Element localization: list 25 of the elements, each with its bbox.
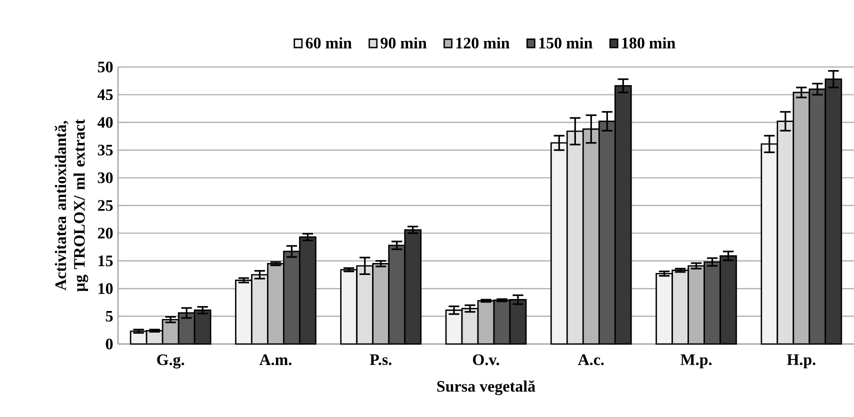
x-tick-label: A.c. xyxy=(578,354,604,366)
y-tick-label: 25 xyxy=(98,200,113,211)
y-tick-label: 40 xyxy=(98,116,113,128)
legend-label: 120 min xyxy=(456,37,510,48)
x-tick-label: A.m. xyxy=(259,354,292,366)
x-tick-label: H.p. xyxy=(787,354,816,368)
legend-label: 180 min xyxy=(622,37,676,48)
y-tick-label: 5 xyxy=(106,310,113,322)
y-tick-label: 50 xyxy=(98,62,113,72)
x-tick-label: O.v. xyxy=(472,354,500,366)
x-tick-label: G.g. xyxy=(157,354,184,369)
y-tick-label: 10 xyxy=(98,283,113,294)
legend-label: 60 min xyxy=(306,37,352,48)
legend-label: 90 min xyxy=(380,37,427,48)
y-tick-label: 45 xyxy=(98,89,113,100)
x-tick-label: P.s. xyxy=(370,354,392,366)
x-axis-title: Sursa vegetală xyxy=(437,380,536,396)
y-axis-title: Activitatea antioxidantă, µg TROLOX/ ml extract xyxy=(54,119,88,292)
x-tick-label: M.p. xyxy=(680,354,712,368)
y-tick-label: 15 xyxy=(98,256,113,266)
legend-label: 150 min xyxy=(539,37,592,48)
y-tick-label: 20 xyxy=(98,228,113,239)
y-tick-label: 30 xyxy=(98,172,113,184)
y-tick-label: 35 xyxy=(98,144,113,156)
y-tick-label: 0 xyxy=(106,338,113,350)
